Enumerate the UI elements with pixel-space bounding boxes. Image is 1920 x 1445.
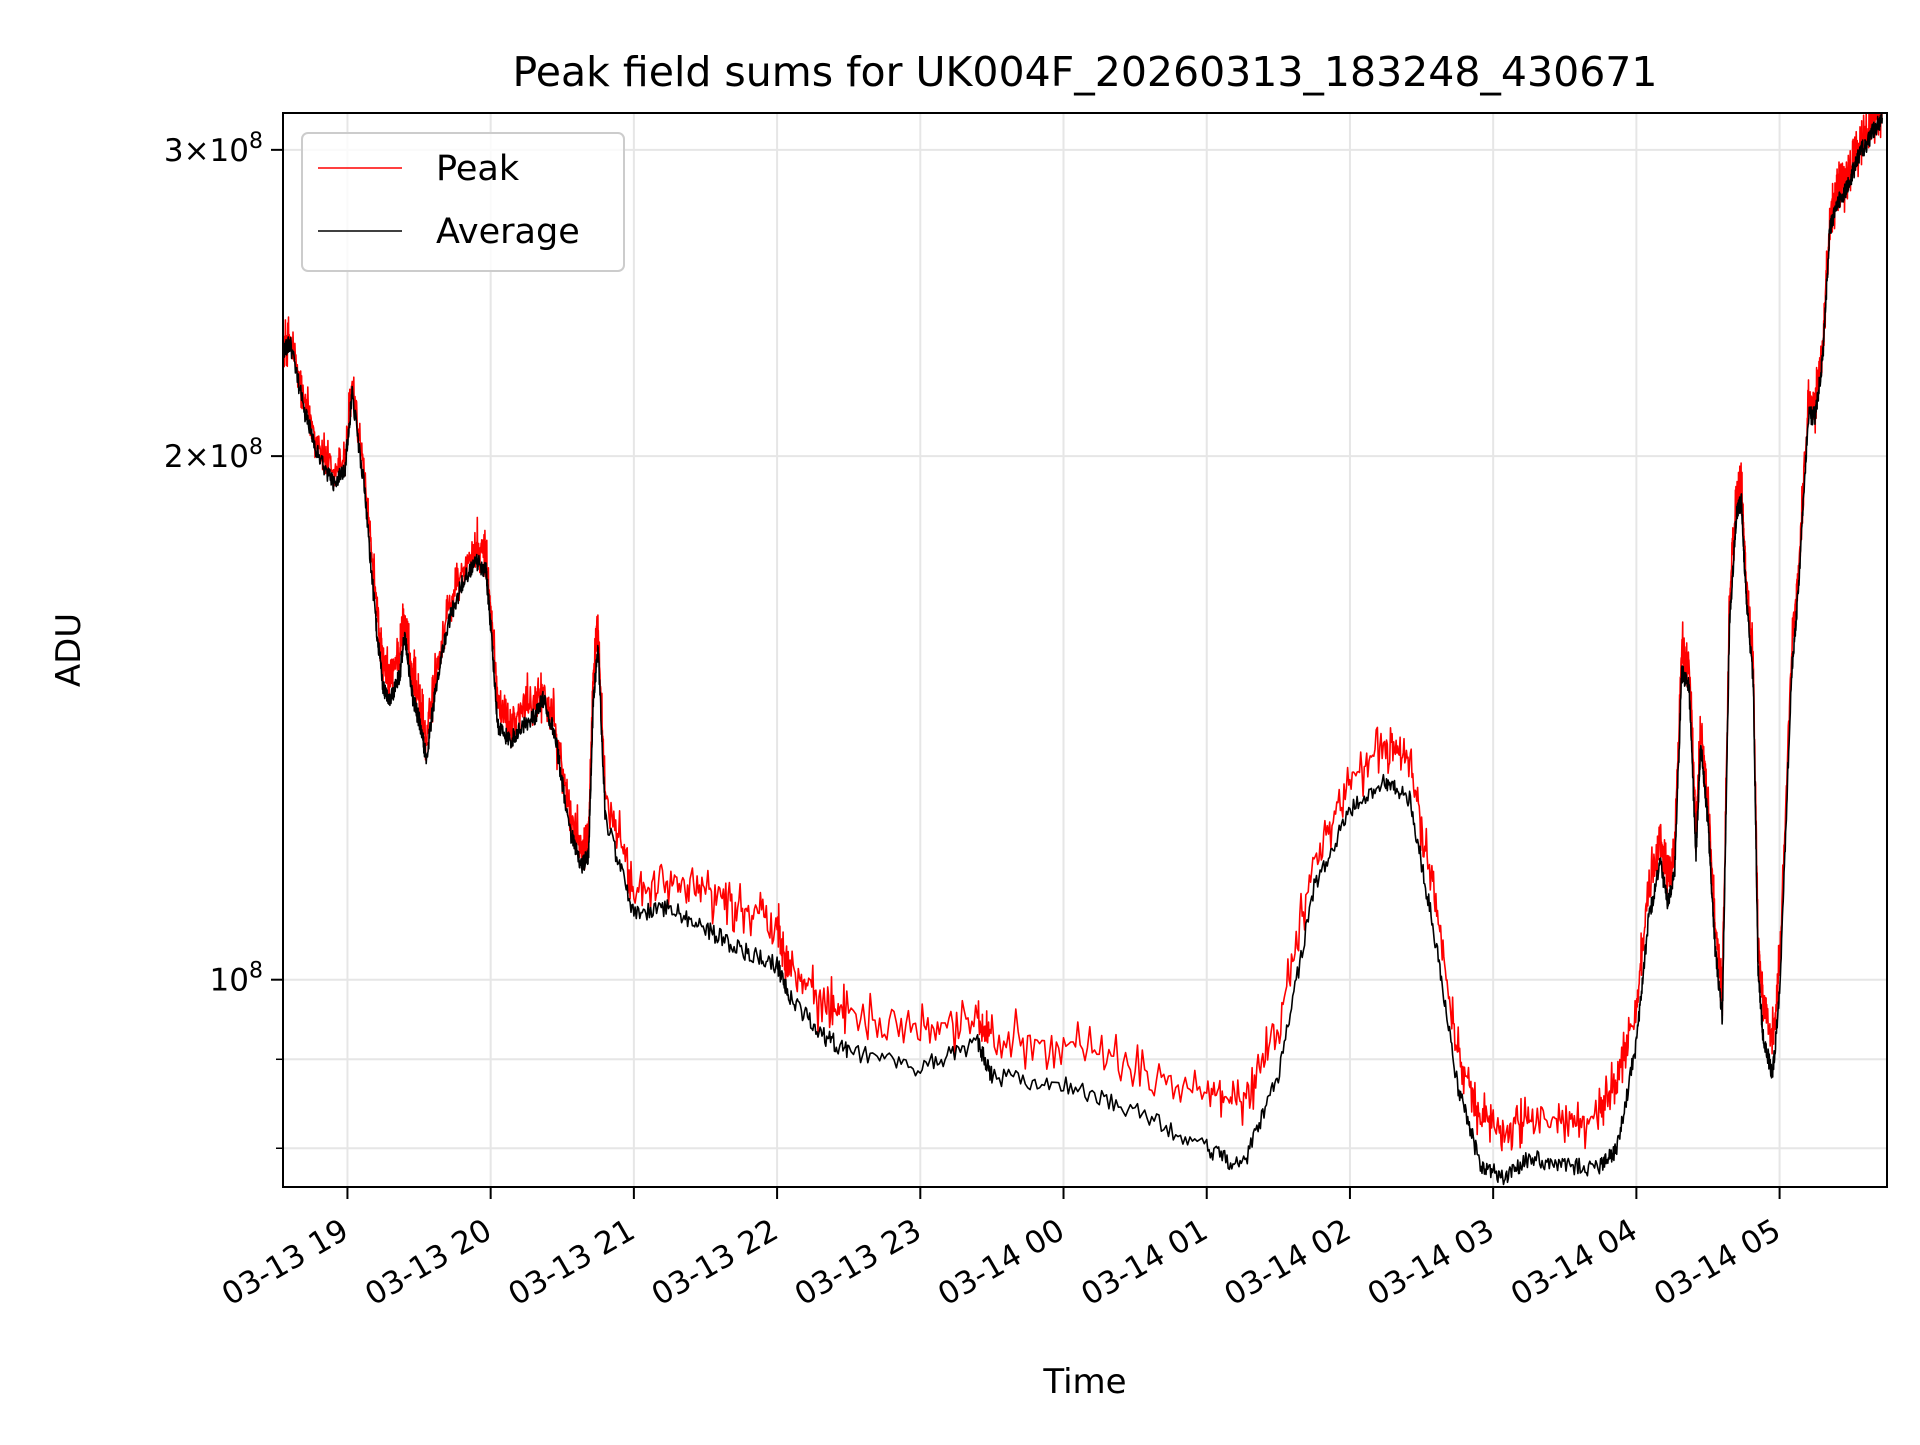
legend-label-average: Average <box>436 212 580 252</box>
legend-label-peak: Peak <box>436 149 520 189</box>
series-line-average <box>282 112 1883 1186</box>
series-layer <box>282 112 1883 1186</box>
y-axis-label: ADU <box>49 613 89 687</box>
chart-title: Peak field sums for UK004F_20260313_1832… <box>513 48 1658 96</box>
legend: Peak Average <box>301 132 625 272</box>
plot-frame <box>282 112 1888 1188</box>
grid-lines <box>283 113 1887 1187</box>
x-axis-label: Time <box>1042 1362 1126 1402</box>
y-tick-label: 3×108 <box>164 129 263 169</box>
y-tick-label: 2×108 <box>164 435 263 475</box>
series-line-peak <box>282 112 1883 1152</box>
y-tick-label: 108 <box>210 959 263 999</box>
